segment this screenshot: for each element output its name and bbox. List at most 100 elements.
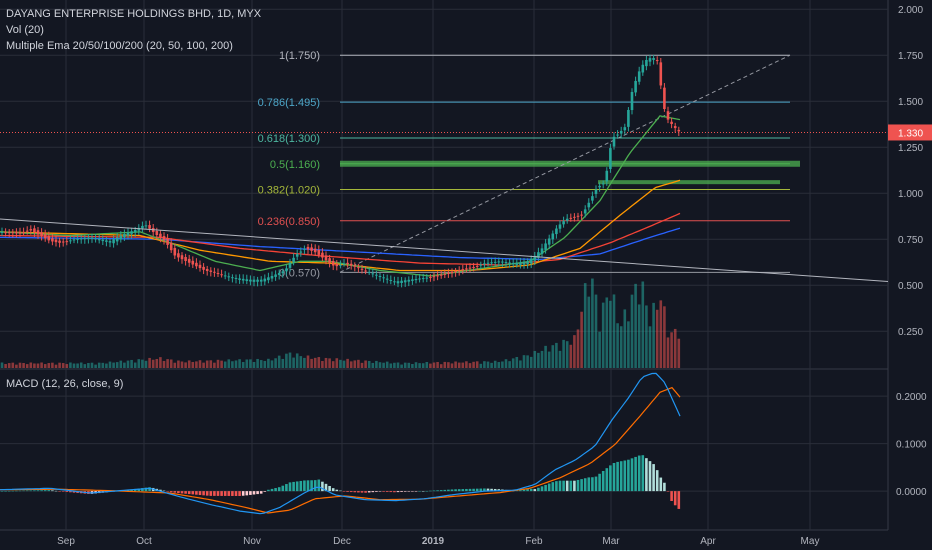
candle-body <box>234 277 238 279</box>
volume-bar <box>274 358 277 368</box>
volume-bars <box>0 278 681 368</box>
macd-histogram-bar <box>652 464 655 492</box>
volume-bar <box>184 362 187 368</box>
volume-bar <box>303 357 306 368</box>
macd-histogram-bar <box>569 480 573 492</box>
candle-body <box>306 246 310 250</box>
volume-bar <box>310 358 313 368</box>
candle-body <box>400 280 403 284</box>
fibonacci-levels[interactable]: 1(1.750) 0.786(1.495) 0.618(1.300) 0.5(1.16… <box>0 50 888 279</box>
candle-body <box>83 237 87 240</box>
macd-histogram-bar <box>490 488 493 492</box>
candle-body <box>655 60 659 62</box>
candle-body <box>213 271 216 273</box>
candle-body <box>299 251 303 253</box>
volume-bar <box>544 345 547 368</box>
macd-tick-label: 0.2000 <box>896 392 927 403</box>
macd-histogram-bar <box>526 489 529 492</box>
macd-histogram-bar <box>375 491 378 492</box>
candle-body <box>4 232 7 234</box>
macd-histogram-bar <box>220 491 223 496</box>
macd-legend[interactable]: MACD (12, 26, close, 9) <box>6 378 124 390</box>
volume-bar <box>227 359 231 368</box>
volume-bar <box>609 300 612 368</box>
candle-body <box>616 134 619 136</box>
trendlines[interactable] <box>0 218 889 283</box>
volume-bar <box>115 362 119 368</box>
x-tick-label: Mar <box>602 536 620 547</box>
support-zone <box>598 180 780 185</box>
candle-body <box>583 209 587 214</box>
volume-bar <box>328 358 331 368</box>
macd-histogram-bar <box>51 490 54 492</box>
candle-body <box>601 183 605 185</box>
volume-legend[interactable]: Vol (20) <box>6 24 44 36</box>
macd-histogram-bar <box>223 491 227 496</box>
candle-body <box>58 240 61 243</box>
macd-histogram-bar <box>364 491 367 493</box>
volume-bar <box>126 360 130 368</box>
volume-bar <box>72 363 76 368</box>
macd-histogram-bar <box>292 481 295 492</box>
candle-body <box>641 64 645 73</box>
macd-histogram-bar <box>670 491 673 501</box>
volume-bar <box>497 362 501 368</box>
macd-histogram-bar <box>612 462 616 492</box>
macd-histogram-bar <box>454 489 457 492</box>
macd-histogram-bar <box>425 490 429 492</box>
volume-bar <box>432 362 436 368</box>
volume-bar <box>666 337 670 368</box>
volume-bar <box>97 362 101 368</box>
macd-histogram-bar <box>418 490 421 492</box>
candle-body <box>231 277 234 279</box>
candle-body <box>637 71 641 82</box>
candle-body <box>205 268 209 272</box>
candle-body <box>526 261 529 265</box>
volume-bar <box>36 363 40 368</box>
candle-body <box>555 228 558 235</box>
volume-bar <box>148 357 151 368</box>
candle-body <box>220 274 223 276</box>
macd-histogram-bar <box>15 490 18 492</box>
macd-histogram-bar <box>598 473 601 492</box>
volume-bar <box>353 360 357 368</box>
macd-histogram-bar <box>522 489 526 492</box>
candle-body <box>457 269 461 272</box>
macd-histogram-bar <box>227 491 231 496</box>
fib-trend-dashed <box>339 54 791 273</box>
candle-body <box>65 241 69 243</box>
volume-bar <box>414 362 418 368</box>
volume-bar <box>486 361 490 368</box>
macd-histogram-bar <box>382 491 385 492</box>
macd-histogram-bar <box>645 458 648 492</box>
macd-histogram-bar <box>673 491 677 506</box>
candle-body <box>184 257 187 261</box>
candle-body <box>7 232 11 234</box>
candle-body <box>407 279 411 282</box>
volume-bar <box>223 361 227 368</box>
candle-body <box>483 263 486 265</box>
volume-bar <box>339 359 342 368</box>
volume-bar <box>270 360 274 368</box>
volume-bar <box>130 359 133 368</box>
macd-histogram-bar <box>205 491 209 496</box>
macd-histogram-bar <box>360 491 364 493</box>
symbol-legend[interactable]: DAYANG ENTERPRISE HOLDINGS BHD, 1D, MYX <box>6 8 262 20</box>
volume-bar <box>526 355 529 368</box>
ema-legend[interactable]: Multiple Ema 20/50/100/200 (20, 50, 100,… <box>6 40 233 52</box>
macd-histogram-bar <box>601 470 605 492</box>
macd-histogram-bar <box>472 488 475 492</box>
candle-body <box>259 279 263 282</box>
candle-body <box>375 274 378 276</box>
candle-body <box>126 232 130 236</box>
volume-bar <box>663 306 666 368</box>
candle-body <box>281 271 285 274</box>
volume-bar <box>79 362 83 368</box>
candle-body <box>569 217 573 219</box>
volume-bar <box>515 356 519 368</box>
candle-body <box>29 229 33 231</box>
candle-body <box>378 276 382 277</box>
x-tick-label: Nov <box>243 536 261 547</box>
candle-body <box>72 239 76 241</box>
